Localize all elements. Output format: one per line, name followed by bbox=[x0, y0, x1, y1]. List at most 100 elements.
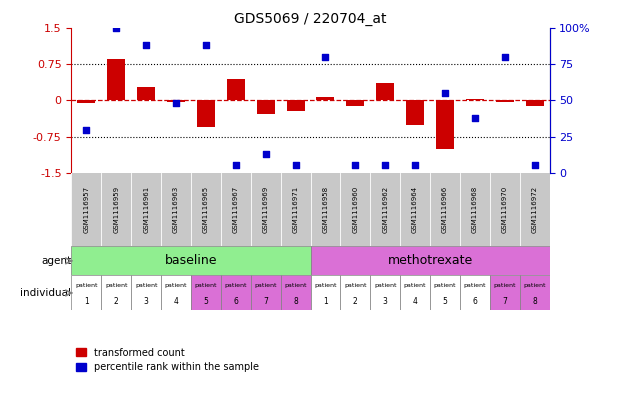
Bar bbox=[137, 87, 155, 101]
Text: patient: patient bbox=[255, 283, 277, 288]
Text: GSM1116964: GSM1116964 bbox=[412, 186, 418, 233]
Bar bbox=[347, 101, 365, 106]
Legend: transformed count, percentile rank within the sample: transformed count, percentile rank withi… bbox=[76, 347, 259, 373]
Text: patient: patient bbox=[165, 283, 188, 288]
Point bbox=[320, 53, 330, 60]
Text: GSM1116959: GSM1116959 bbox=[113, 186, 119, 233]
Bar bbox=[430, 275, 460, 310]
Point bbox=[350, 162, 360, 168]
Text: GSM1116963: GSM1116963 bbox=[173, 186, 179, 233]
Bar bbox=[167, 101, 185, 103]
Bar bbox=[406, 101, 424, 125]
Bar bbox=[161, 275, 191, 310]
Point bbox=[231, 162, 241, 168]
Bar bbox=[78, 101, 96, 103]
Text: GSM1116970: GSM1116970 bbox=[502, 186, 508, 233]
Point bbox=[291, 162, 301, 168]
Text: patient: patient bbox=[284, 283, 307, 288]
Bar bbox=[466, 99, 484, 101]
Point bbox=[410, 162, 420, 168]
Bar bbox=[227, 79, 245, 101]
Bar bbox=[107, 59, 125, 101]
Point bbox=[141, 42, 151, 48]
Bar bbox=[376, 83, 394, 101]
Bar bbox=[436, 101, 454, 149]
Text: 8: 8 bbox=[293, 297, 298, 306]
Text: GSM1116962: GSM1116962 bbox=[382, 186, 388, 233]
Text: patient: patient bbox=[494, 283, 516, 288]
Text: patient: patient bbox=[404, 283, 427, 288]
Text: 5: 5 bbox=[204, 297, 208, 306]
Text: 1: 1 bbox=[84, 297, 89, 306]
Point bbox=[81, 127, 91, 133]
Text: GSM1116958: GSM1116958 bbox=[322, 186, 329, 233]
Text: patient: patient bbox=[524, 283, 546, 288]
Text: 2: 2 bbox=[114, 297, 119, 306]
Bar bbox=[197, 101, 215, 127]
Bar bbox=[370, 275, 400, 310]
Point bbox=[440, 90, 450, 96]
Text: patient: patient bbox=[105, 283, 127, 288]
Text: agent: agent bbox=[41, 256, 71, 266]
Text: patient: patient bbox=[314, 283, 337, 288]
Text: GSM1116960: GSM1116960 bbox=[352, 186, 358, 233]
Text: patient: patient bbox=[464, 283, 486, 288]
Bar bbox=[310, 275, 340, 310]
Bar bbox=[317, 97, 334, 101]
Text: 4: 4 bbox=[174, 297, 178, 306]
Text: GSM1116961: GSM1116961 bbox=[143, 186, 149, 233]
Text: GSM1116966: GSM1116966 bbox=[442, 186, 448, 233]
Bar bbox=[256, 101, 274, 114]
Bar bbox=[520, 275, 550, 310]
Bar bbox=[251, 275, 281, 310]
Point bbox=[530, 162, 540, 168]
Bar bbox=[131, 275, 161, 310]
Bar bbox=[490, 275, 520, 310]
Text: 1: 1 bbox=[323, 297, 328, 306]
Text: GSM1116971: GSM1116971 bbox=[292, 186, 299, 233]
Point bbox=[500, 53, 510, 60]
Text: 7: 7 bbox=[502, 297, 507, 306]
Text: individual: individual bbox=[20, 288, 71, 298]
Bar bbox=[71, 275, 101, 310]
Text: patient: patient bbox=[433, 283, 456, 288]
Bar bbox=[525, 101, 543, 106]
Text: patient: patient bbox=[135, 283, 157, 288]
Text: GSM1116972: GSM1116972 bbox=[532, 186, 538, 233]
Point bbox=[201, 42, 211, 48]
Point bbox=[470, 115, 480, 121]
Text: patient: patient bbox=[344, 283, 366, 288]
Bar bbox=[281, 275, 310, 310]
Text: 6: 6 bbox=[233, 297, 238, 306]
Point bbox=[380, 162, 390, 168]
Bar bbox=[496, 101, 514, 103]
Bar bbox=[400, 275, 430, 310]
Bar bbox=[340, 275, 370, 310]
Text: patient: patient bbox=[374, 283, 396, 288]
Text: 3: 3 bbox=[143, 297, 148, 306]
Text: patient: patient bbox=[75, 283, 97, 288]
Text: 8: 8 bbox=[532, 297, 537, 306]
Text: methotrexate: methotrexate bbox=[388, 254, 473, 267]
Text: 6: 6 bbox=[473, 297, 478, 306]
Text: patient: patient bbox=[194, 283, 217, 288]
Bar bbox=[101, 275, 131, 310]
Text: patient: patient bbox=[225, 283, 247, 288]
Bar bbox=[460, 275, 490, 310]
Text: 2: 2 bbox=[353, 297, 358, 306]
Text: 7: 7 bbox=[263, 297, 268, 306]
Point bbox=[111, 24, 121, 31]
Text: 5: 5 bbox=[443, 297, 447, 306]
Title: GDS5069 / 220704_at: GDS5069 / 220704_at bbox=[234, 13, 387, 26]
Text: GSM1116968: GSM1116968 bbox=[472, 186, 478, 233]
Text: GSM1116969: GSM1116969 bbox=[263, 186, 269, 233]
Text: GSM1116965: GSM1116965 bbox=[203, 186, 209, 233]
Point bbox=[171, 100, 181, 107]
Bar bbox=[221, 275, 251, 310]
Text: GSM1116957: GSM1116957 bbox=[83, 186, 89, 233]
Bar bbox=[71, 246, 310, 275]
Bar bbox=[310, 246, 550, 275]
Text: baseline: baseline bbox=[165, 254, 217, 267]
Text: GSM1116967: GSM1116967 bbox=[233, 186, 239, 233]
Bar bbox=[191, 275, 221, 310]
